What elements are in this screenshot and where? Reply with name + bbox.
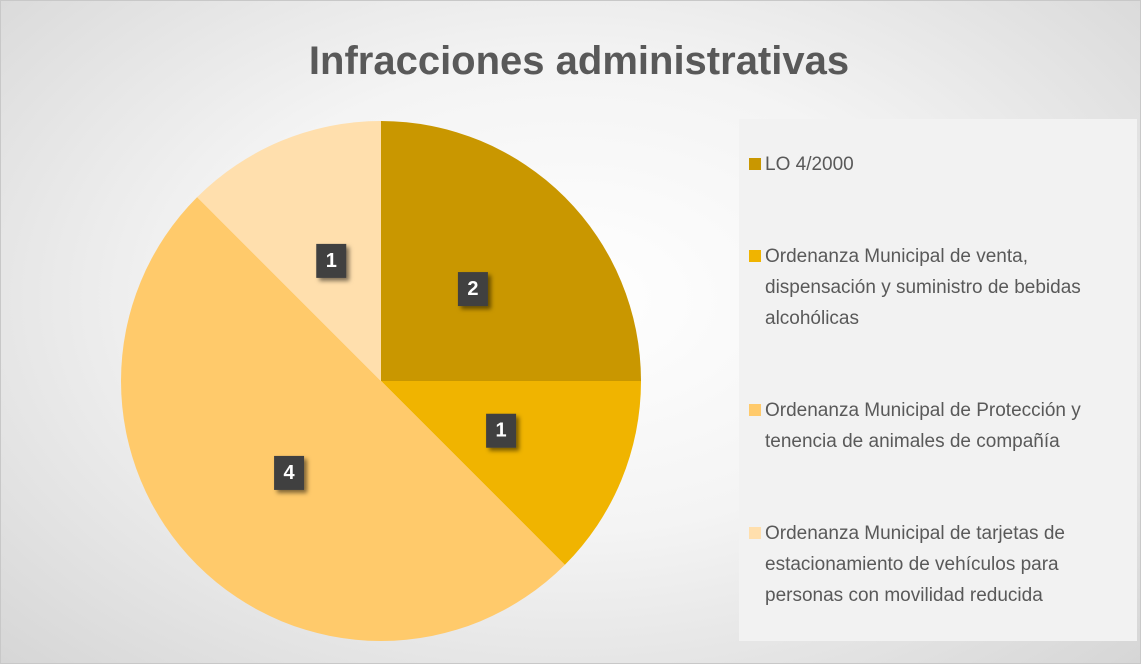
data-label-box	[274, 455, 305, 490]
data-label-text: 1	[496, 420, 507, 442]
legend: LO 4/2000 Ordenanza Municipal de venta, d…	[739, 119, 1137, 641]
data-label-box	[457, 272, 488, 307]
chart-title: Infracciones administrativas	[309, 39, 849, 83]
data-label-box	[316, 243, 347, 278]
pie-slice	[381, 121, 641, 381]
data-label-text: 4	[284, 462, 296, 484]
pie-slice	[381, 381, 641, 565]
pie-slice	[197, 121, 381, 381]
legend-swatch	[749, 526, 761, 539]
legend-swatch	[749, 403, 761, 416]
data-label-text: 2	[467, 278, 478, 300]
legend-swatch	[749, 158, 761, 171]
data-label-text: 1	[326, 250, 337, 272]
legend-label: Ordenanza Municipal de Protección y tene…	[765, 399, 1081, 452]
legend-label: LO 4/2000	[765, 154, 854, 176]
legend-item: Ordenanza Municipal de tarjetas de estac…	[749, 518, 1125, 611]
data-label: 4	[274, 455, 305, 490]
legend-label: Ordenanza Municipal de tarjetas de estac…	[765, 522, 1065, 606]
legend-label: Ordenanza Municipal de venta, dispensaci…	[765, 246, 1081, 330]
data-label: 1	[486, 413, 517, 448]
data-label: 2	[457, 272, 488, 307]
pie-slice	[121, 197, 565, 642]
legend-item: Ordenanza Municipal de Protección y tene…	[749, 395, 1125, 457]
legend-item: LO 4/2000	[749, 149, 1125, 180]
legend-item: Ordenanza Municipal de venta, dispensaci…	[749, 241, 1125, 334]
legend-swatch	[749, 250, 761, 263]
data-label-box	[486, 413, 517, 448]
data-label: 1	[316, 243, 347, 278]
